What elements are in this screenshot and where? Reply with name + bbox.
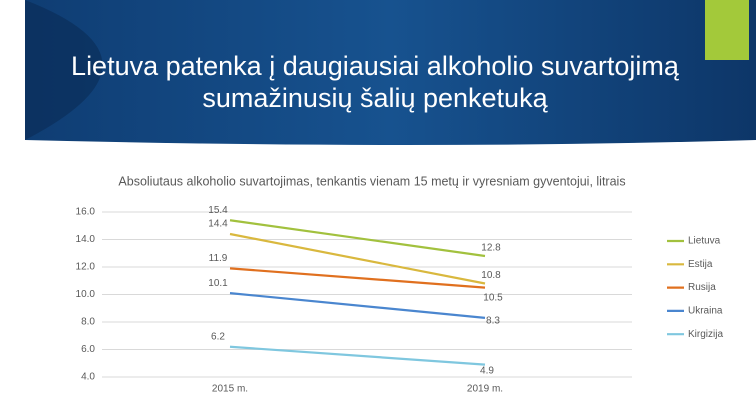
data-label: 15.4 <box>208 205 228 216</box>
accent-block <box>705 0 749 60</box>
chart-title: Lietuva patenka į daugiausiai alkoholio … <box>71 51 679 113</box>
x-tick-label: 2019 m. <box>467 384 503 395</box>
x-tick-label: 2015 m. <box>212 384 248 395</box>
series-line <box>229 232 486 285</box>
series-line <box>229 219 486 258</box>
legend-label: Ukraina <box>688 306 723 317</box>
header-band <box>25 0 756 145</box>
y-tick-label: 12.0 <box>76 262 96 273</box>
y-tick-label: 6.0 <box>81 344 95 355</box>
y-tick-label: 4.0 <box>81 372 95 383</box>
data-label: 10.8 <box>481 270 501 281</box>
data-label: 8.3 <box>486 316 500 327</box>
data-label: 10.1 <box>208 278 228 289</box>
series-line <box>229 292 486 319</box>
title-box: Lietuva patenka į daugiausiai alkoholio … <box>71 51 679 113</box>
y-tick-label: 14.0 <box>76 234 96 245</box>
data-label: 14.4 <box>208 219 228 230</box>
data-label: 10.5 <box>483 292 503 303</box>
header-shape <box>25 0 103 140</box>
legend-label: Estija <box>688 259 713 270</box>
chart-subtitle: Absoliutaus alkoholio suvartojimas, tenk… <box>118 174 625 188</box>
legend-label: Rusija <box>688 282 716 293</box>
data-label: 12.8 <box>481 243 501 254</box>
plot: 4.0 6.0 8.0 10.0 12.0 14.0 16.0 2015 m. 2019 m. 1… <box>76 205 724 395</box>
legend-label: Kirgizija <box>688 329 723 340</box>
y-tick-label: 16.0 <box>76 207 96 218</box>
series-line <box>229 345 486 366</box>
data-label: 11.9 <box>209 253 228 264</box>
legend-label: Lietuva <box>688 236 721 247</box>
series-line <box>229 267 486 289</box>
y-tick-label: 10.0 <box>76 289 96 300</box>
data-label: 4.9 <box>480 365 494 376</box>
y-tick-label: 8.0 <box>81 317 95 328</box>
data-label: 6.2 <box>211 331 225 342</box>
